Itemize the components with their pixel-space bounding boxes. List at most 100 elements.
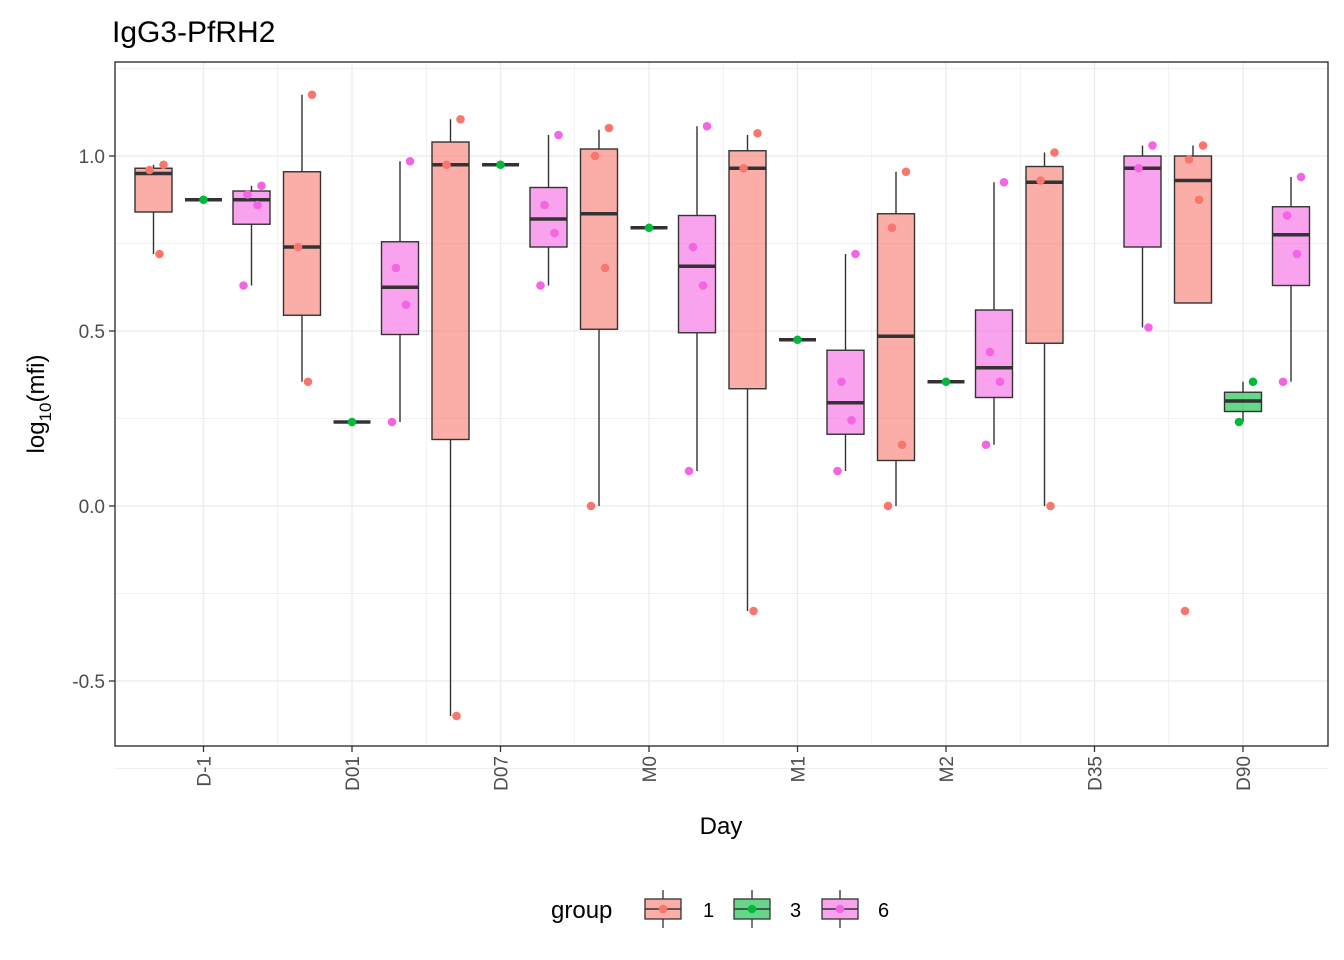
data-point-M0-group-6 [684,466,694,476]
data-point-D-1-group-1 [159,160,168,170]
x-tick-label: M1 [789,756,810,782]
data-point-M1-group-3 [793,335,802,345]
data-point-D07-group-1 [456,114,465,124]
box-D90-group-6 [1271,177,1311,382]
data-point-M2-group-6 [981,440,991,450]
data-point-D35-group-1 [1046,501,1055,511]
box-D-1-group-1 [134,164,173,254]
box-iqr [677,214,717,334]
data-point-D35-group-1 [1050,148,1059,157]
data-point-D90-group-6 [1282,211,1292,220]
y-tick-label: -0.5 [72,672,105,693]
x-tick-label: M0 [640,756,661,782]
data-point-D35-group-6 [1144,323,1153,332]
box-M0-group-6 [677,126,717,471]
legend-key-group-3 [733,890,771,928]
data-point-D01-group-6 [387,417,397,427]
box-layer [134,94,1311,716]
box-M1-group-6 [826,254,865,471]
legend-key-group-6 [821,890,859,928]
data-point-D90-group-6 [1278,377,1288,387]
data-point-M1-group-1 [753,128,762,138]
data-point-M2-group-3 [941,377,951,387]
chart-title: IgG3-PfRH2 [112,16,275,49]
box-iqr [1173,155,1213,304]
data-point-D01-group-1 [293,242,303,252]
box-iqr [974,309,1014,399]
data-point-M0-group-6 [702,121,712,131]
grid-lines [115,62,1328,769]
legend-label-group-6: 6 [878,900,889,922]
x-axis: D-1 D01 D07 M0 M1 M2 D35 D90 [195,746,1255,791]
y-tick-label: 0.0 [79,497,105,518]
data-point-D01-group-6 [401,300,411,310]
box-iqr [826,349,865,435]
legend-title: group [551,897,612,924]
data-point-D-1-group-6 [257,181,266,191]
x-tick-label: M2 [937,756,958,782]
data-point-D07-group-6 [554,130,563,140]
legend-key-point [658,904,668,914]
data-point-D-1-group-3 [199,195,208,205]
data-point-D01-group-3 [347,417,357,427]
legend-key-point [835,904,845,914]
data-point-D35-group-6 [1134,163,1143,173]
data-point-M2-group-6 [985,347,995,357]
box-iqr [1271,206,1311,287]
box-iqr [1025,165,1064,344]
data-point-D-1-group-6 [253,200,262,210]
data-point-M1-group-6 [837,377,846,387]
data-point-M0-group-1 [586,501,596,511]
x-axis-title: Day [700,813,743,840]
y-axis: -0.5 0.0 0.5 1.0 [72,147,115,693]
data-point-D-1-group-1 [155,249,164,259]
data-point-M1-group-6 [833,466,842,476]
box-D07-group-1 [431,119,470,716]
box-M1-group-1 [728,135,767,611]
box-D90-group-3 [1223,381,1263,422]
x-tick-label: D-1 [195,756,216,787]
data-point-D35-group-6 [1148,141,1157,150]
box-D-1-group-6 [232,185,271,286]
y-tick-label: 0.5 [79,322,105,343]
x-tick-label: D35 [1086,756,1107,791]
data-point-D90-group-6 [1296,172,1306,182]
data-point-D07-group-6 [540,200,549,210]
box-D01-group-1 [282,94,322,382]
data-point-D90-group-1 [1184,155,1194,164]
x-tick-label: D01 [343,756,364,791]
plot-panel-border [114,61,1329,747]
data-point-M1-group-6 [851,249,860,259]
box-D07-group-6 [529,135,568,286]
data-point-M2-group-6 [995,377,1005,387]
data-point-D07-group-1 [442,160,451,170]
data-point-M0-group-1 [600,263,610,273]
data-point-M0-group-1 [604,123,614,133]
y-axis-title: log10(mfi) [23,355,55,454]
y-tick-label: 1.0 [79,147,105,168]
data-point-D07-group-6 [536,281,545,290]
y-axis-title-prefix: log [23,421,50,453]
data-point-M1-group-1 [749,606,758,616]
data-point-M0-group-6 [698,281,708,290]
data-point-M0-group-3 [644,223,654,233]
y-axis-title-subscript: 10 [36,403,55,422]
point-layer [145,90,1306,721]
data-point-D90-group-1 [1194,195,1204,205]
data-point-D90-group-1 [1198,141,1208,150]
box-M2-group-1 [876,171,916,506]
legend-key-point [747,904,757,914]
box-iqr [431,141,470,441]
legend-label-group-1: 1 [703,900,714,922]
data-point-M1-group-1 [739,163,748,173]
data-point-M0-group-6 [688,242,698,252]
box-D35-group-6 [1123,145,1162,328]
data-point-D01-group-6 [405,156,415,166]
box-iqr [282,171,322,316]
data-point-D90-group-3 [1248,377,1258,387]
y-axis-title-suffix: (mfi) [23,355,50,403]
data-point-D-1-group-6 [239,281,248,290]
data-point-M2-group-1 [897,440,907,450]
